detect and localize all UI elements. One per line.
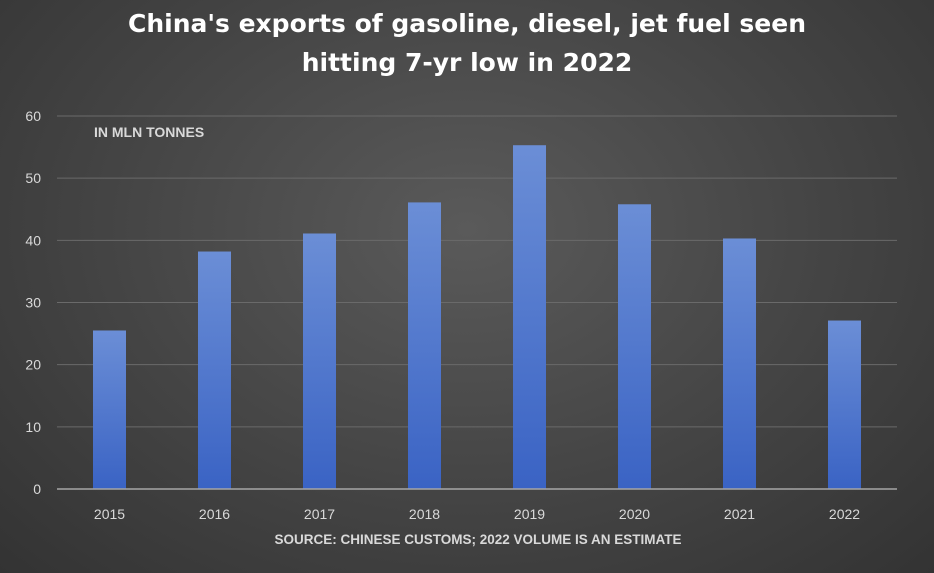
bar-2016	[198, 251, 231, 489]
x-tick-label: 2019	[514, 506, 545, 522]
chart-title: China's exports of gasoline, diesel, jet…	[0, 4, 934, 82]
unit-label: IN MLN TONNES	[94, 124, 204, 140]
bar-2020	[618, 204, 651, 489]
y-tick-label: 60	[25, 108, 41, 124]
bar-2022	[828, 320, 861, 489]
bar-2015	[93, 330, 126, 489]
x-tick-label: 2015	[94, 506, 125, 522]
x-tick-label: 2016	[199, 506, 230, 522]
source-note: SOURCE: CHINESE CUSTOMS; 2022 VOLUME IS …	[274, 532, 682, 547]
gridlines	[57, 115, 897, 428]
y-tick-label: 0	[33, 481, 41, 497]
x-tick-label: 2017	[304, 506, 335, 522]
y-tick-label: 50	[25, 170, 41, 186]
x-tick-label: 2020	[619, 506, 650, 522]
bar-2017	[303, 233, 336, 489]
bar-2021	[723, 238, 756, 489]
x-tick-label: 2021	[724, 506, 755, 522]
chart-title-line-2: hitting 7-yr low in 2022	[301, 48, 633, 77]
y-tick-label: 20	[25, 357, 41, 373]
bar-2018	[408, 202, 441, 489]
bar-2019	[513, 145, 546, 490]
chart-title-line-1: China's exports of gasoline, diesel, jet…	[127, 9, 806, 38]
bars	[93, 145, 861, 490]
x-tick-label: 2022	[829, 506, 860, 522]
y-tick-label: 10	[25, 419, 41, 435]
x-tick-label: 2018	[409, 506, 440, 522]
axes: 0 10 20 30 40 50 60 2015 2016 2017 2018 2019 2020 202…	[25, 108, 897, 522]
y-tick-label: 40	[25, 232, 41, 248]
y-tick-label: 30	[25, 295, 41, 311]
